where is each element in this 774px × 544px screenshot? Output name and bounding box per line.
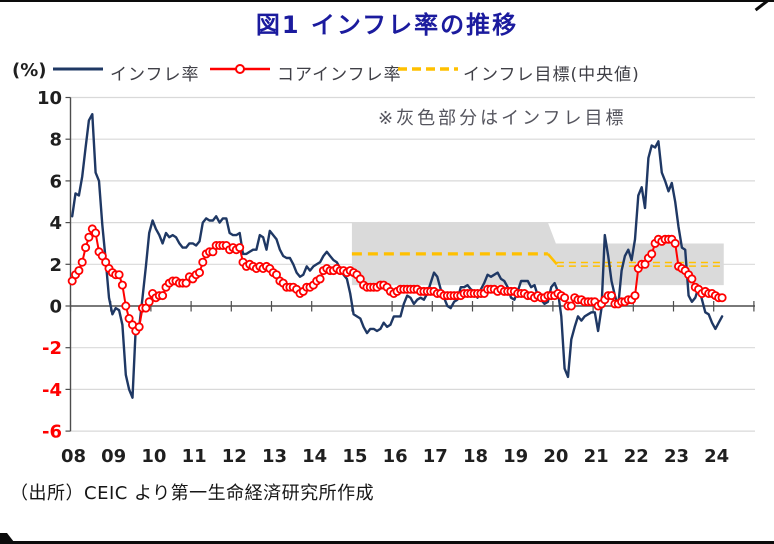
y-axis-label: -2 [42, 338, 62, 359]
x-axis-label: 13 [262, 446, 287, 467]
y-axis-label: 8 [49, 130, 62, 151]
x-axis-label: 15 [342, 446, 367, 467]
core-inflation-marker [144, 297, 154, 307]
core-inflation-marker [566, 301, 576, 311]
y-axis-label: 4 [49, 213, 62, 234]
y-axis-unit-label: (%) [12, 60, 47, 81]
core-inflation-marker [717, 293, 727, 303]
legend-label-headline: インフレ率 [110, 65, 200, 85]
legend-headline-swatch [53, 67, 103, 71]
x-axis-label: 24 [704, 446, 729, 467]
headline-inflation-line [70, 112, 724, 399]
core-inflation-marker [121, 301, 131, 311]
core-inflation-marker [194, 268, 204, 278]
legend-core-swatch [210, 64, 270, 74]
y-axis-label: 6 [49, 171, 62, 192]
x-axis-label: 14 [302, 446, 327, 467]
core-inflation-marker [74, 266, 84, 276]
x-axis-label: 22 [624, 446, 649, 467]
page-edge-bottom [0, 541, 774, 544]
y-axis-label: 10 [37, 88, 62, 109]
x-axis-label: 16 [383, 446, 408, 467]
x-axis-label: 09 [101, 446, 126, 467]
chart-title: 図1 インフレ率の推移 [255, 11, 519, 39]
y-axis-label: -6 [42, 422, 62, 443]
legend-target-swatch [398, 67, 458, 71]
core-inflation-marker [81, 243, 91, 253]
core-inflation-marker [84, 232, 94, 242]
target-mid-step [546, 253, 558, 266]
core-inflation-marker [630, 291, 640, 301]
x-axis-label: 10 [141, 446, 166, 467]
x-axis-label: 21 [584, 446, 609, 467]
x-axis-label: 20 [543, 446, 568, 467]
core-inflation-marker [117, 280, 127, 290]
band-annotation: ※灰色部分はインフレ目標 [378, 108, 627, 129]
core-inflation-marker [687, 274, 697, 284]
x-axis-label: 18 [463, 446, 488, 467]
x-axis-label: 17 [423, 446, 448, 467]
x-axis-label: 12 [222, 446, 247, 467]
core-inflation-marker [315, 274, 325, 284]
source-note: （出所）CEIC より第一生命経済研究所作成 [10, 483, 375, 504]
y-axis-label: 0 [49, 297, 62, 318]
core-inflation-marker [77, 257, 87, 267]
core-inflation-marker [560, 293, 570, 303]
y-axis-label: -4 [42, 380, 62, 401]
legend-label-target: インフレ目標(中央値) [463, 65, 640, 85]
x-axis-label: 23 [664, 446, 689, 467]
core-inflation-marker [114, 270, 124, 280]
core-inflation-marker [134, 322, 144, 332]
page-edge-top [0, 0, 774, 2]
legend-label-core: コアインフレ率 [277, 65, 402, 85]
core-inflation-marker [607, 291, 617, 301]
core-inflation-marker [158, 291, 168, 301]
core-inflation-marker [670, 238, 680, 248]
core-inflation-marker [235, 243, 245, 253]
x-axis-label: 11 [182, 446, 207, 467]
scan-artifact-bottom-left [0, 533, 14, 542]
core-marker-swatch [235, 64, 245, 74]
x-axis-label: 19 [503, 446, 528, 467]
core-inflation-marker [647, 249, 657, 259]
core-inflation-marker [91, 228, 101, 238]
y-axis-label: 2 [49, 255, 62, 276]
x-axis-label: 08 [61, 446, 86, 467]
core-inflation-marker [198, 257, 208, 267]
